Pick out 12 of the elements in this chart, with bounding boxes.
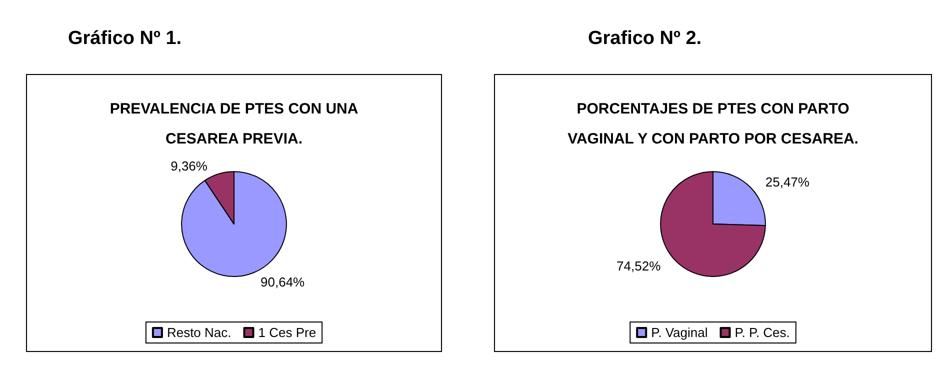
data-label: 90,64% — [260, 274, 306, 290]
legend-label: 1 Ces Pre — [258, 325, 316, 340]
legend-label: Resto Nac. — [166, 325, 232, 340]
chart-subtitle: PORCENTAJES DE PTES CON PARTO VAGINAL Y CON PARTO POR CESAREA. — [568, 100, 858, 148]
data-label: 25,47% — [765, 174, 810, 190]
chart-title: Gráfico Nº 1. — [68, 28, 182, 50]
data-label: 74,52% — [616, 258, 662, 274]
chart-subtitle: PREVALENCIA DE PTES CON UNA CESAREA PREVIA. — [110, 100, 358, 148]
chart-title: Grafico Nº 2. — [588, 28, 702, 50]
legend-label: P. Vaginal — [651, 325, 708, 340]
data-label: 9,36% — [170, 158, 208, 174]
legend-label: P. P. Ces. — [734, 325, 790, 340]
